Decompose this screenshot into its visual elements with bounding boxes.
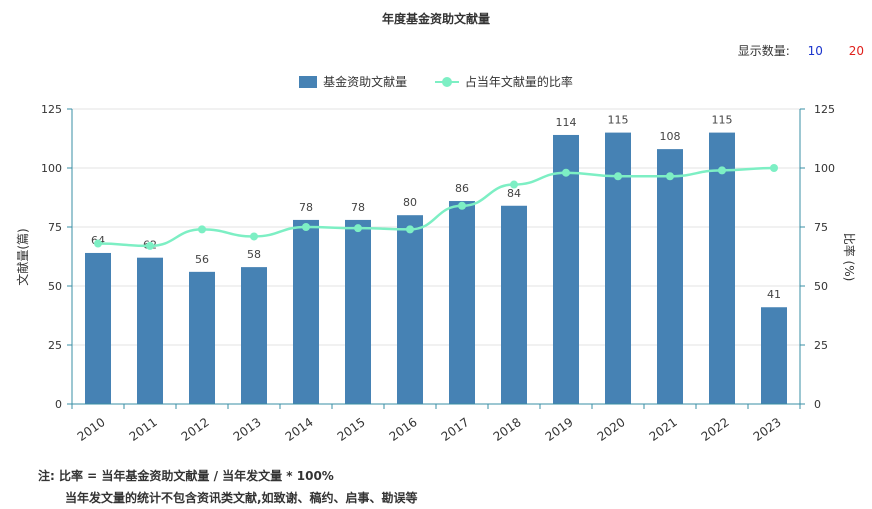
x-tick-label: 2021 [647, 415, 680, 444]
x-tick-label: 2014 [283, 415, 316, 444]
bar [553, 134, 579, 404]
ratio-point [198, 225, 206, 234]
y-tick-label-right: 100 [814, 162, 835, 175]
y-tick-label-left: 50 [48, 280, 62, 293]
x-tick-label: 2012 [179, 415, 212, 444]
bar-value-label: 80 [403, 196, 417, 209]
bar-value-label: 114 [556, 116, 577, 129]
ratio-point [718, 166, 726, 175]
ratio-point [302, 223, 310, 231]
y-axis-title-right: 比率 (%) [842, 233, 857, 282]
x-tick-label: 2017 [439, 415, 472, 444]
legend-line-label: 占当年文献量的比率 [464, 75, 573, 89]
x-tick-label: 2016 [387, 415, 420, 444]
legend-bar-swatch [299, 75, 318, 88]
y-axis-title-left: 文献量(篇) [15, 228, 30, 285]
bar-value-label: 86 [455, 182, 469, 195]
ratio-point [614, 172, 622, 181]
bar [709, 132, 735, 404]
bar [241, 267, 267, 404]
bar-value-label: 56 [195, 253, 209, 266]
ratio-point [354, 224, 362, 233]
bar-value-label: 115 [712, 114, 733, 127]
bar [657, 149, 683, 404]
bar-value-label: 78 [351, 201, 365, 214]
display-count: 显示数量: 10 20 [738, 42, 864, 59]
bar [137, 257, 163, 404]
bar [761, 307, 787, 404]
bar [345, 219, 371, 404]
display-count-10-option[interactable]: 10 [807, 44, 823, 58]
chart-legend: 基金资助文献量 占当年文献量的比率 [0, 73, 872, 91]
ratio-point [510, 180, 518, 189]
y-tick-label-left: 100 [41, 162, 62, 175]
y-tick-label-left: 75 [48, 221, 62, 234]
display-count-label: 显示数量: [737, 44, 790, 58]
display-count-20-option[interactable]: 20 [848, 44, 864, 58]
ratio-point [562, 168, 570, 177]
bar [397, 215, 423, 404]
x-tick-label: 2020 [595, 415, 628, 444]
x-tick-label: 2018 [491, 415, 524, 444]
ratio-point [666, 172, 674, 181]
y-tick-label-right: 75 [814, 221, 828, 234]
legend-bar-label: 基金资助文献量 [323, 75, 408, 89]
y-tick-label-left: 125 [41, 103, 62, 116]
x-tick-label: 2011 [127, 415, 160, 444]
note-line-1: 注: 比率 = 当年基金资助文献量 / 当年发文量 * 100% [38, 469, 334, 483]
y-tick-label-right: 125 [814, 103, 835, 116]
bar [293, 219, 319, 404]
bar-value-label: 84 [507, 187, 521, 200]
ratio-point [250, 232, 258, 241]
bar [449, 201, 475, 404]
bar-value-label: 41 [767, 288, 781, 301]
bar [85, 252, 111, 404]
x-tick-label: 2015 [335, 415, 368, 444]
x-tick-label: 2023 [751, 415, 784, 444]
legend-line-swatch [434, 76, 459, 88]
x-tick-label: 2010 [75, 415, 108, 444]
y-tick-label-left: 25 [48, 339, 62, 352]
legend-item-bar[interactable]: 基金资助文献量 [299, 73, 407, 90]
ratio-point [770, 164, 778, 172]
chart-title: 年度基金资助文献量 [381, 12, 490, 26]
bar [189, 271, 215, 404]
bar-value-label: 115 [608, 114, 629, 127]
legend-item-line[interactable]: 占当年文献量的比率 [434, 73, 573, 90]
note-line-2: 当年发文量的统计不包含资讯类文献,如致谢、稿约、启事、勘误等 [65, 491, 418, 505]
bar-value-label: 108 [660, 130, 681, 143]
x-tick-label: 2022 [699, 415, 732, 444]
y-tick-label-left: 0 [55, 398, 62, 411]
bar-value-label: 58 [247, 248, 261, 261]
y-tick-label-right: 25 [814, 339, 828, 352]
ratio-point [146, 241, 154, 250]
chart-notes: 注: 比率 = 当年基金资助文献量 / 当年发文量 * 100% 当年发文量的统… [38, 465, 418, 509]
ratio-point [458, 201, 466, 210]
y-tick-label-right: 50 [814, 280, 828, 293]
y-tick-label-right: 0 [814, 398, 821, 411]
bar-value-label: 78 [299, 201, 313, 214]
x-tick-label: 2013 [231, 415, 264, 444]
ratio-point [94, 239, 102, 248]
x-tick-label: 2019 [543, 415, 576, 444]
ratio-point [406, 225, 414, 234]
bar [501, 205, 527, 404]
